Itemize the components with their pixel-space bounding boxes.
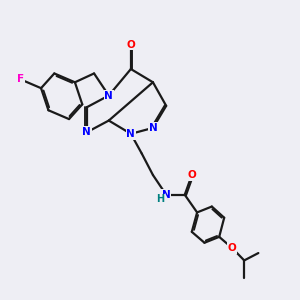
Text: O: O [227,243,236,253]
Text: N: N [162,190,171,200]
Text: H: H [156,194,164,204]
Text: F: F [17,74,24,84]
Text: N: N [127,129,135,139]
Text: N: N [82,127,91,137]
Text: N: N [148,123,157,133]
Text: O: O [188,170,196,180]
Text: O: O [127,40,135,50]
Text: N: N [104,91,113,100]
